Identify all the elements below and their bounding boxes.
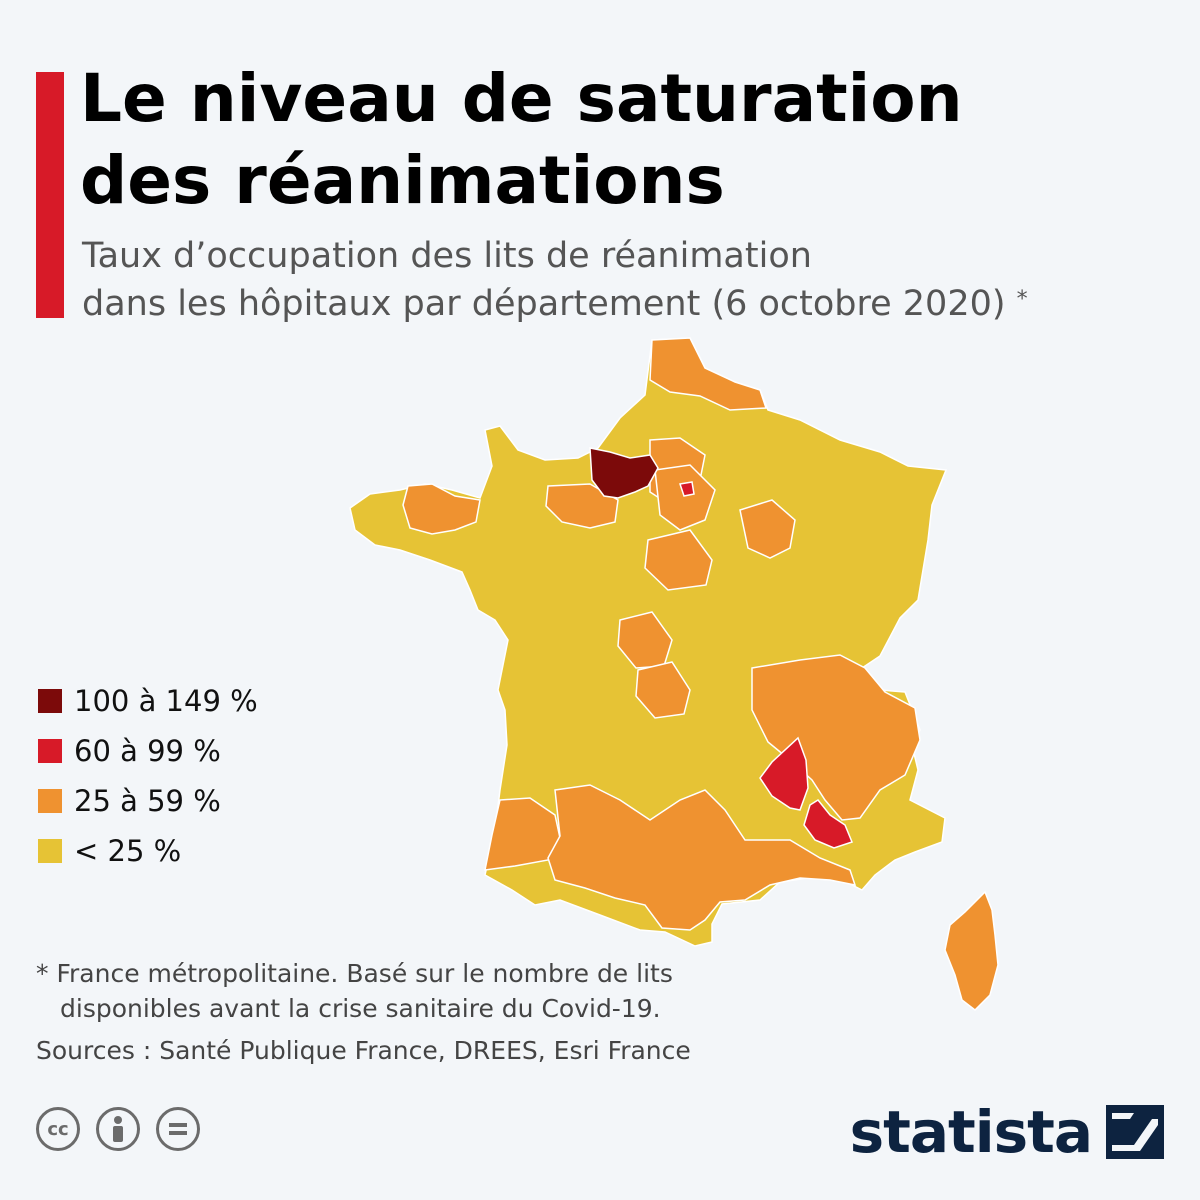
license-icons: cc [36, 1107, 200, 1151]
dept-idf-ring [654, 464, 716, 531]
dept-allier-creuse [635, 661, 691, 719]
attribution-icon[interactable] [96, 1107, 140, 1151]
subtitle-line-2: dans les hôpitaux par département (6 oct… [82, 280, 1162, 328]
dept-corse [944, 890, 999, 1011]
dept-finistere-cotes [402, 483, 481, 535]
cc-icon[interactable]: cc [36, 1107, 80, 1151]
dept-loiret [644, 529, 713, 591]
subtitle: Taux d’occupation des lits de réanimatio… [82, 232, 1162, 328]
dept-paris [679, 481, 695, 497]
footnote-line-1: * France métropolitaine. Basé sur le nom… [36, 959, 673, 988]
legend-swatch [38, 689, 62, 713]
footnote: * France métropolitaine. Basé sur le nom… [36, 956, 796, 1026]
legend-swatch [38, 789, 62, 813]
legend: 100 à 149 % 60 à 99 % 25 à 59 % < 25 % [38, 676, 258, 876]
no-derivatives-icon[interactable] [156, 1107, 200, 1151]
map-class-25-59 [402, 337, 999, 1011]
legend-item-100-149: 100 à 149 % [38, 676, 258, 726]
dept-aube-marne [739, 499, 796, 559]
legend-label: 60 à 99 % [74, 734, 221, 768]
legend-label: < 25 % [74, 834, 182, 868]
logo-text: statista [849, 1098, 1093, 1166]
legend-label: 100 à 149 % [74, 684, 258, 718]
dept-occitanie [547, 784, 857, 931]
dept-nord-pas-de-calais [649, 337, 768, 411]
map-class-60-99 [679, 481, 853, 849]
legend-item-60-99: 60 à 99 % [38, 726, 258, 776]
legend-swatch [38, 739, 62, 763]
legend-label: 25 à 59 % [74, 784, 221, 818]
title-line-2: des réanimations [80, 142, 725, 219]
accent-bar [36, 72, 64, 318]
title-line-1: Le niveau de saturation [80, 60, 963, 137]
sources-text: Sources : Santé Publique France, DREES, … [36, 1036, 691, 1065]
dept-eure [589, 447, 659, 499]
map-class-100-149 [589, 447, 659, 499]
dept-vaucluse [803, 799, 853, 849]
statista-mark-icon [1106, 1105, 1164, 1159]
footnote-line-2: disponibles avant la crise sanitaire du … [60, 994, 661, 1023]
legend-item-lt-25: < 25 % [38, 826, 258, 876]
legend-item-25-59: 25 à 59 % [38, 776, 258, 826]
legend-swatch [38, 839, 62, 863]
page-title: Le niveau de saturation des réanimations [80, 58, 1120, 222]
dept-ardeche [759, 736, 809, 811]
subtitle-asterisk: * [1016, 287, 1028, 312]
subtitle-line-2-text: dans les hôpitaux par département (6 oct… [82, 284, 1006, 324]
statista-logo[interactable]: statista [850, 1098, 1164, 1166]
subtitle-line-1: Taux d’occupation des lits de réanimatio… [82, 236, 812, 276]
dept-orne-sarthe [545, 483, 619, 529]
